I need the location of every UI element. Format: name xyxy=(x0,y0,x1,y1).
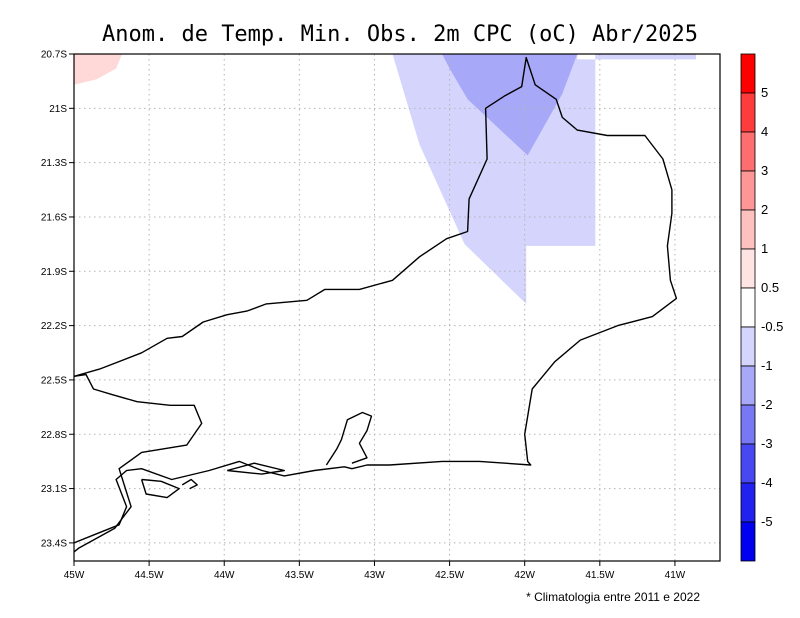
colorbar: 5 4 3 2 1 0.5 -0.5 -1 -2 -3 -4 -5 xyxy=(740,53,783,562)
anomaly-area-2 xyxy=(442,54,578,156)
longitude-tick-label: 44W xyxy=(214,570,235,581)
longitude-tick-label: 42.5W xyxy=(435,570,464,581)
island-outline xyxy=(227,462,285,475)
coast-border-line xyxy=(181,478,198,490)
latitude-tick-label: 21.6S xyxy=(41,212,67,223)
longitude-tick-label: 41W xyxy=(665,570,686,581)
colorbar-swatch xyxy=(740,326,756,367)
latitude-ticks: 20.7S 21S 21.3S 21.6S 21.9S 22.2S 22.5S 22.8S 23… xyxy=(41,50,74,549)
longitude-tick-label: 43.5W xyxy=(285,570,314,581)
coast-border-line xyxy=(325,411,373,466)
longitude-tick-label: 45W xyxy=(64,570,85,581)
colorbar-swatch xyxy=(740,521,756,562)
coast-border-line xyxy=(74,373,203,553)
colorbar-level-label: -2 xyxy=(761,397,773,412)
latitude-tick-label: 22.5S xyxy=(41,375,67,386)
colorbar-level-label: 5 xyxy=(761,85,768,100)
colorbar-level-label: 4 xyxy=(761,124,768,139)
coastline-and-borders xyxy=(74,56,678,553)
colorbar-swatch xyxy=(740,53,756,94)
anomaly-area-1 xyxy=(392,54,696,304)
colorbar-level-label: 2 xyxy=(761,202,768,217)
map-title: Anom. de Temp. Min. Obs. 2m CPC (oC) Abr… xyxy=(102,22,698,47)
colorbar-level-label: 1 xyxy=(761,241,768,256)
climatology-footnote: * Climatologia entre 2011 e 2022 xyxy=(526,590,700,604)
latitude-tick-label: 21S xyxy=(49,104,67,115)
anomaly-area-0 xyxy=(74,54,123,85)
latitude-tick-label: 22.2S xyxy=(41,321,67,332)
longitude-tick-label: 42W xyxy=(514,570,535,581)
colorbar-swatch xyxy=(740,92,756,133)
island-outline xyxy=(140,478,180,499)
anomaly-shading xyxy=(74,54,696,304)
colorbar-level-label: -1 xyxy=(761,358,773,373)
colorbar-swatch xyxy=(740,404,756,445)
longitude-tick-label: 41.5W xyxy=(585,570,614,581)
colorbar-level-label: -5 xyxy=(761,514,773,529)
colorbar-swatch xyxy=(740,482,756,523)
colorbar-swatch xyxy=(740,365,756,406)
latitude-tick-label: 22.8S xyxy=(41,430,67,441)
colorbar-level-label: -0.5 xyxy=(761,319,783,334)
colorbar-level-label: -3 xyxy=(761,436,773,451)
colorbar-swatch xyxy=(740,131,756,172)
colorbar-swatch xyxy=(740,287,756,328)
colorbar-level-label: 3 xyxy=(761,163,768,178)
latitude-tick-label: 23.1S xyxy=(41,484,67,495)
latitude-tick-label: 20.7S xyxy=(41,50,67,61)
map-frame xyxy=(73,53,721,562)
longitude-ticks: 45W 44.5W 44W 43.5W 43W 42.5W 42W 41.5W 41W xyxy=(64,561,686,581)
longitude-tick-label: 44.5W xyxy=(135,570,164,581)
colorbar-swatch xyxy=(740,443,756,484)
colorbar-swatch xyxy=(740,248,756,289)
latitude-tick-label: 23.4S xyxy=(41,538,67,549)
longitude-tick-label: 43W xyxy=(364,570,385,581)
colorbar-level-label: -4 xyxy=(761,475,773,490)
colorbar-level-label: 0.5 xyxy=(761,280,779,295)
latitude-tick-label: 21.9S xyxy=(41,267,67,278)
colorbar-swatch xyxy=(740,170,756,211)
latitude-tick-label: 21.3S xyxy=(41,158,67,169)
coast-border-line xyxy=(74,56,678,544)
colorbar-swatch xyxy=(740,209,756,250)
